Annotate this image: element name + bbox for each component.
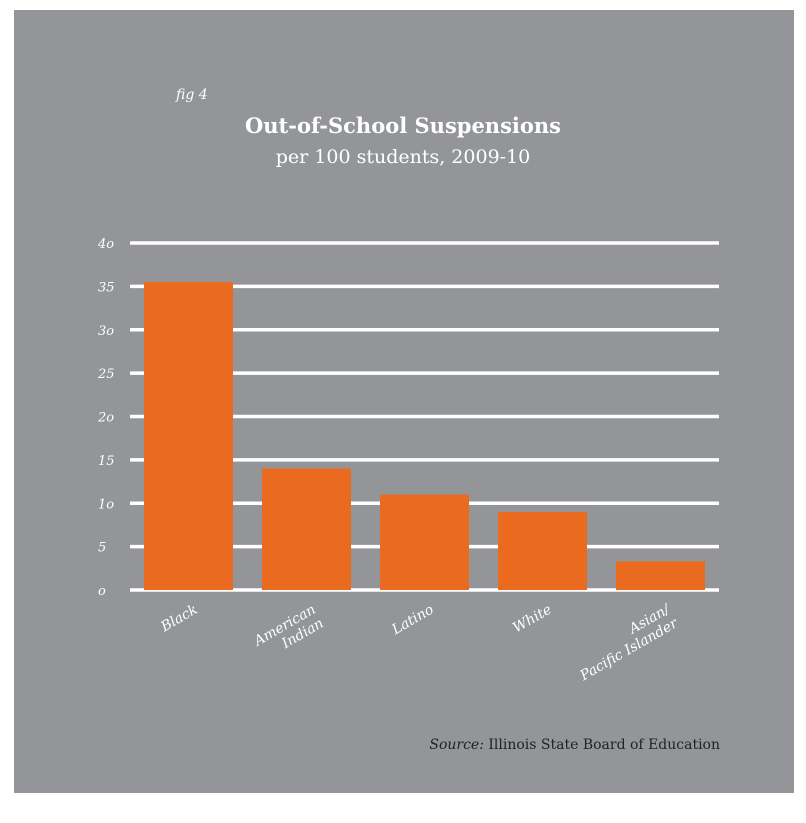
x-tick-label: White [510,602,554,637]
x-tick-label-text: AmericanIndian [250,602,327,665]
y-tick-label: 4o [97,237,114,252]
x-tick-label: Latino [388,602,436,639]
x-tick-label: Asian/Pacific Islander [569,601,682,685]
x-tick-label-text: Latino [388,602,436,639]
y-tick-label: 15 [98,454,115,469]
y-tick-label: 2o [97,411,114,426]
bar [616,561,705,590]
y-tick-label: o [98,584,106,599]
x-tick-label-line: Latino [388,602,436,639]
source-label: Source: [429,737,484,753]
chart-title: Out-of-School Suspensions [245,113,561,138]
x-tick-label: Black [157,602,200,636]
bar [498,511,587,590]
y-tick-label: 3o [98,324,114,339]
source-text: Illinois State Board of Education [488,737,720,753]
x-tick-label-text: Asian/Pacific Islander [569,601,682,685]
chart-subtitle: per 100 students, 2009-10 [275,146,531,168]
bar [262,468,351,590]
bar [144,282,233,590]
x-tick-label-text: Black [157,602,200,636]
y-tick-label: 1o [98,497,114,512]
bar [380,494,469,590]
x-tick-label: AmericanIndian [250,602,327,665]
figure-label: fig 4 [176,87,208,103]
y-tick-label: 25 [97,367,115,382]
y-tick-label: 5 [98,541,106,556]
y-tick-label: 35 [98,280,115,295]
x-tick-label-line: Black [157,602,200,636]
x-tick-label-text: White [510,602,554,637]
x-tick-label-line: White [510,602,554,637]
source-note: Source: Illinois State Board of Educatio… [429,737,720,753]
